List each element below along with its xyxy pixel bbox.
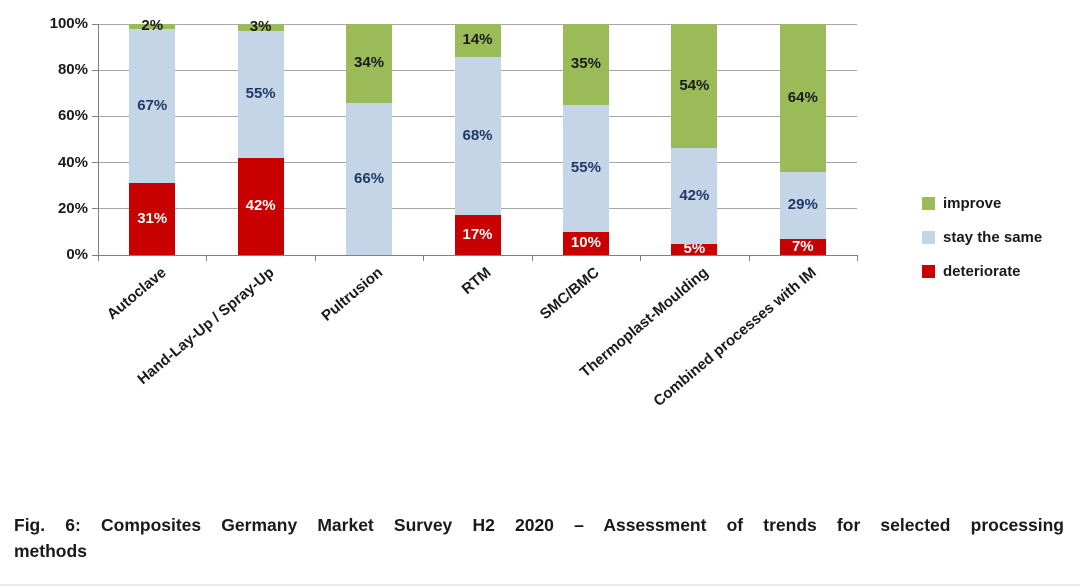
y-axis-tick [92, 162, 98, 164]
legend-label: stay the same [943, 229, 1043, 246]
data-label: 3% [249, 18, 272, 36]
figure-caption-line2: methods [14, 541, 87, 561]
legend-swatch-icon [922, 265, 935, 278]
data-label: 29% [787, 196, 818, 214]
data-label: 64% [787, 88, 818, 106]
bar-segment-improve [454, 24, 501, 57]
y-axis-tick-label: 100% [49, 15, 88, 32]
x-axis-tick [640, 255, 642, 261]
data-label: 67% [137, 97, 168, 114]
y-axis-tick-label: 80% [57, 61, 88, 79]
y-axis-tick-label: 60% [57, 107, 88, 125]
bar-segment-deteriorate [779, 238, 826, 255]
bar-segment-improve [779, 24, 826, 172]
bar-segment-stay-the-same [779, 171, 826, 239]
y-axis-tick-label: 0% [66, 246, 88, 263]
legend-label: improve [943, 195, 1002, 212]
y-axis-tick-label: 20% [57, 199, 88, 217]
data-label: 35% [570, 55, 601, 73]
x-category-label: Autoclave [103, 264, 170, 324]
x-axis-tick [206, 255, 208, 261]
legend-item: improve [922, 196, 1042, 211]
legend-item: stay the same [922, 230, 1042, 245]
bar-segment-stay-the-same [562, 104, 609, 232]
data-label: 14% [462, 31, 493, 49]
x-axis-tick [314, 255, 316, 261]
bar-segment-improve [346, 24, 393, 103]
data-label: 34% [354, 54, 385, 72]
y-axis-tick [92, 23, 98, 25]
y-axis-tick [92, 208, 98, 210]
x-axis-tick [98, 255, 99, 261]
figure-caption-line1: Fig. 6: Composites Germany Market Survey… [14, 515, 1064, 535]
stacked-bar-chart: 0% 20% 40% 60% 80% 100% 31% 67% 2% Autoclave 42% 55… [49, 15, 858, 410]
y-axis-line [98, 24, 99, 261]
bar-segment-stay-the-same [346, 102, 393, 255]
data-label: 66% [354, 169, 385, 187]
bottom-divider [0, 584, 1080, 586]
data-label: 42% [245, 197, 276, 215]
x-axis-tick [748, 255, 750, 261]
bar-segment-deteriorate [129, 183, 176, 255]
legend-swatch-icon [922, 197, 935, 210]
bar-segment-stay-the-same [237, 30, 284, 158]
bar-segment-improve [671, 24, 718, 148]
x-axis-line [98, 254, 857, 256]
x-category-label: RTM [458, 264, 495, 298]
data-label: 10% [570, 234, 601, 252]
x-category-label: SMC/BMC [537, 264, 603, 324]
bar-segment-improve [237, 24, 284, 31]
data-label: 68% [462, 127, 493, 144]
data-label: 55% [245, 85, 276, 103]
y-axis-tick-label: 40% [57, 153, 88, 171]
legend-label: deteriorate [943, 263, 1021, 280]
bar-segment-improve [562, 24, 609, 105]
bar-segment-stay-the-same [129, 28, 176, 184]
figure-caption: Fig. 6: Composites Germany Market Survey… [14, 512, 1064, 564]
bar-segment-deteriorate [671, 243, 718, 255]
bar-segment-stay-the-same [671, 147, 718, 244]
data-label: 7% [791, 237, 814, 255]
legend-item: deteriorate [922, 264, 1042, 279]
data-label: 55% [570, 159, 601, 177]
bar-segment-deteriorate [562, 231, 609, 255]
bar-segment-deteriorate [454, 215, 501, 255]
bar-segment-deteriorate [237, 157, 284, 255]
data-label: 42% [679, 186, 710, 204]
bar-segment-stay-the-same [454, 56, 501, 216]
data-label: 17% [462, 226, 493, 244]
bar-segment-improve [129, 24, 176, 29]
data-label: 2% [141, 17, 164, 35]
y-axis-tick [92, 254, 98, 256]
x-axis-tick [423, 255, 425, 261]
x-axis-tick [531, 255, 533, 261]
y-axis-tick [92, 69, 98, 71]
y-axis-tick [92, 115, 98, 117]
x-category-label: Pultrusion [318, 264, 387, 325]
data-label: 54% [679, 76, 710, 94]
data-label: 31% [137, 210, 168, 228]
x-axis-tick [857, 255, 858, 261]
legend-swatch-icon [922, 231, 935, 244]
data-label: 5% [683, 240, 706, 258]
chart-legend: improve stay the same deteriorate [922, 196, 1042, 298]
